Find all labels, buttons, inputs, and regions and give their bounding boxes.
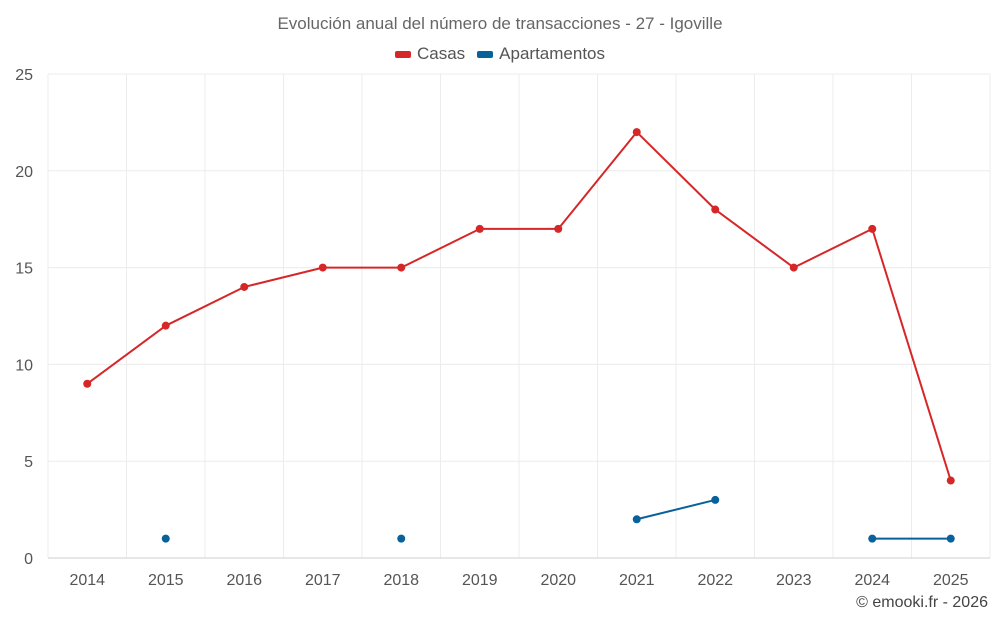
chart-title: Evolución anual del número de transaccio… bbox=[277, 14, 723, 33]
x-tick-label: 2022 bbox=[697, 572, 733, 589]
series-line-casas bbox=[793, 227, 873, 269]
data-point-apartamentos bbox=[632, 515, 641, 524]
y-tick-label: 25 bbox=[15, 67, 33, 84]
x-tick-label: 2015 bbox=[148, 572, 184, 589]
series-line-casas bbox=[165, 286, 245, 327]
x-tick-label: 2023 bbox=[776, 572, 812, 589]
legend-item-casas[interactable]: Casas bbox=[394, 44, 466, 64]
data-point-casas bbox=[632, 128, 641, 137]
series-line-casas bbox=[244, 266, 323, 288]
credit-text: © emooki.fr - 2026 bbox=[856, 594, 988, 611]
legend-swatch-apartamentos bbox=[477, 50, 494, 58]
data-point-casas bbox=[475, 224, 484, 233]
series-line-apartamentos bbox=[636, 498, 716, 521]
series-line-casas bbox=[714, 208, 795, 269]
y-tick-label: 0 bbox=[24, 551, 33, 568]
y-tick-label: 10 bbox=[15, 357, 33, 374]
legend: Casas Apartamentos bbox=[0, 44, 1000, 64]
x-tick-label: 2016 bbox=[226, 572, 262, 589]
y-tick-label: 5 bbox=[24, 454, 33, 471]
data-point-casas bbox=[711, 205, 720, 214]
legend-label-casas: Casas bbox=[416, 44, 466, 63]
x-tick-label: 2017 bbox=[305, 572, 341, 589]
series-line-casas bbox=[557, 131, 638, 230]
x-tick-label: 2020 bbox=[540, 572, 576, 589]
x-tick-label: 2025 bbox=[933, 572, 969, 589]
y-tick-label: 15 bbox=[15, 261, 33, 278]
x-tick-label: 2019 bbox=[462, 572, 498, 589]
x-tick-label: 2024 bbox=[854, 572, 890, 589]
data-point-apartamentos bbox=[161, 534, 170, 543]
data-point-apartamentos bbox=[711, 495, 720, 504]
data-point-apartamentos bbox=[946, 534, 955, 543]
data-point-casas bbox=[240, 282, 249, 291]
x-tick-label: 2021 bbox=[619, 572, 655, 589]
data-point-casas bbox=[397, 263, 406, 272]
legend-item-apartamentos[interactable]: Apartamentos bbox=[477, 44, 605, 64]
data-point-apartamentos bbox=[397, 534, 406, 543]
data-point-casas bbox=[554, 224, 563, 233]
x-tick-label: 2018 bbox=[383, 572, 419, 589]
y-tick-label: 20 bbox=[15, 164, 33, 181]
legend-swatch-casas bbox=[394, 50, 411, 58]
series-line-casas bbox=[86, 324, 167, 385]
data-point-casas bbox=[868, 224, 877, 233]
legend-label-apartamentos: Apartamentos bbox=[499, 44, 606, 63]
data-point-casas bbox=[161, 321, 170, 330]
data-point-casas bbox=[789, 263, 798, 272]
x-tick-label: 2014 bbox=[69, 572, 105, 589]
data-point-casas bbox=[946, 476, 955, 485]
series-line-casas bbox=[636, 131, 716, 211]
series-line-casas bbox=[871, 228, 952, 481]
series-line-casas bbox=[400, 227, 481, 269]
data-point-casas bbox=[83, 379, 92, 388]
data-point-apartamentos bbox=[868, 534, 877, 543]
data-point-casas bbox=[318, 263, 327, 272]
